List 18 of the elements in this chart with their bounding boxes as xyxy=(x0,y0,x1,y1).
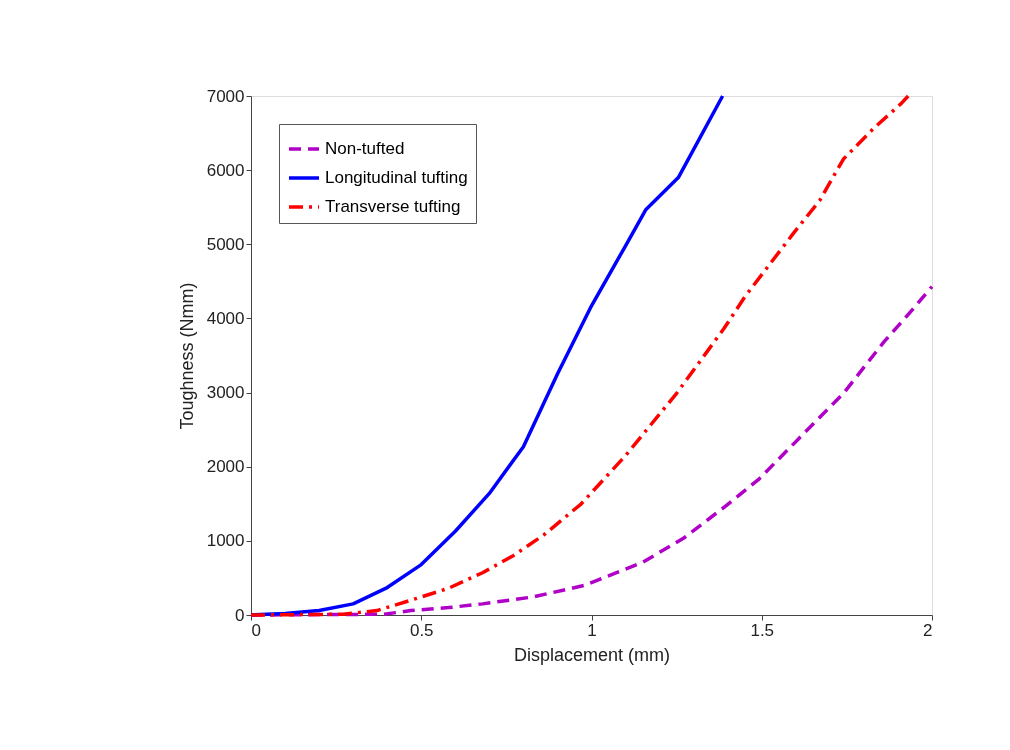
x-tick-label: 0.5 xyxy=(409,620,434,640)
legend-label: Non-tufted xyxy=(325,139,405,158)
x-tick-label: 1.5 xyxy=(750,620,775,640)
legend-label: Longitudinal tufting xyxy=(325,168,468,187)
y-tick-label: 6000 xyxy=(206,160,245,180)
x-tick-label: 0 xyxy=(251,620,261,640)
y-tick-label: 1000 xyxy=(206,531,245,551)
x-tick-label: 1 xyxy=(587,620,597,640)
y-tick-label: 3000 xyxy=(206,383,245,403)
y-tick-label: 2000 xyxy=(206,457,245,477)
y-tick-label: 0 xyxy=(235,605,245,625)
x-axis-title: Displacement (mm) xyxy=(513,644,671,665)
y-tick-label: 4000 xyxy=(206,308,245,328)
y-tick-label: 5000 xyxy=(206,234,245,254)
y-axis-title: Toughness (Nmm) xyxy=(176,282,197,430)
y-tick-label: 7000 xyxy=(206,86,245,106)
legend-label: Transverse tufting xyxy=(325,197,461,216)
x-tick-label: 2 xyxy=(923,620,933,640)
